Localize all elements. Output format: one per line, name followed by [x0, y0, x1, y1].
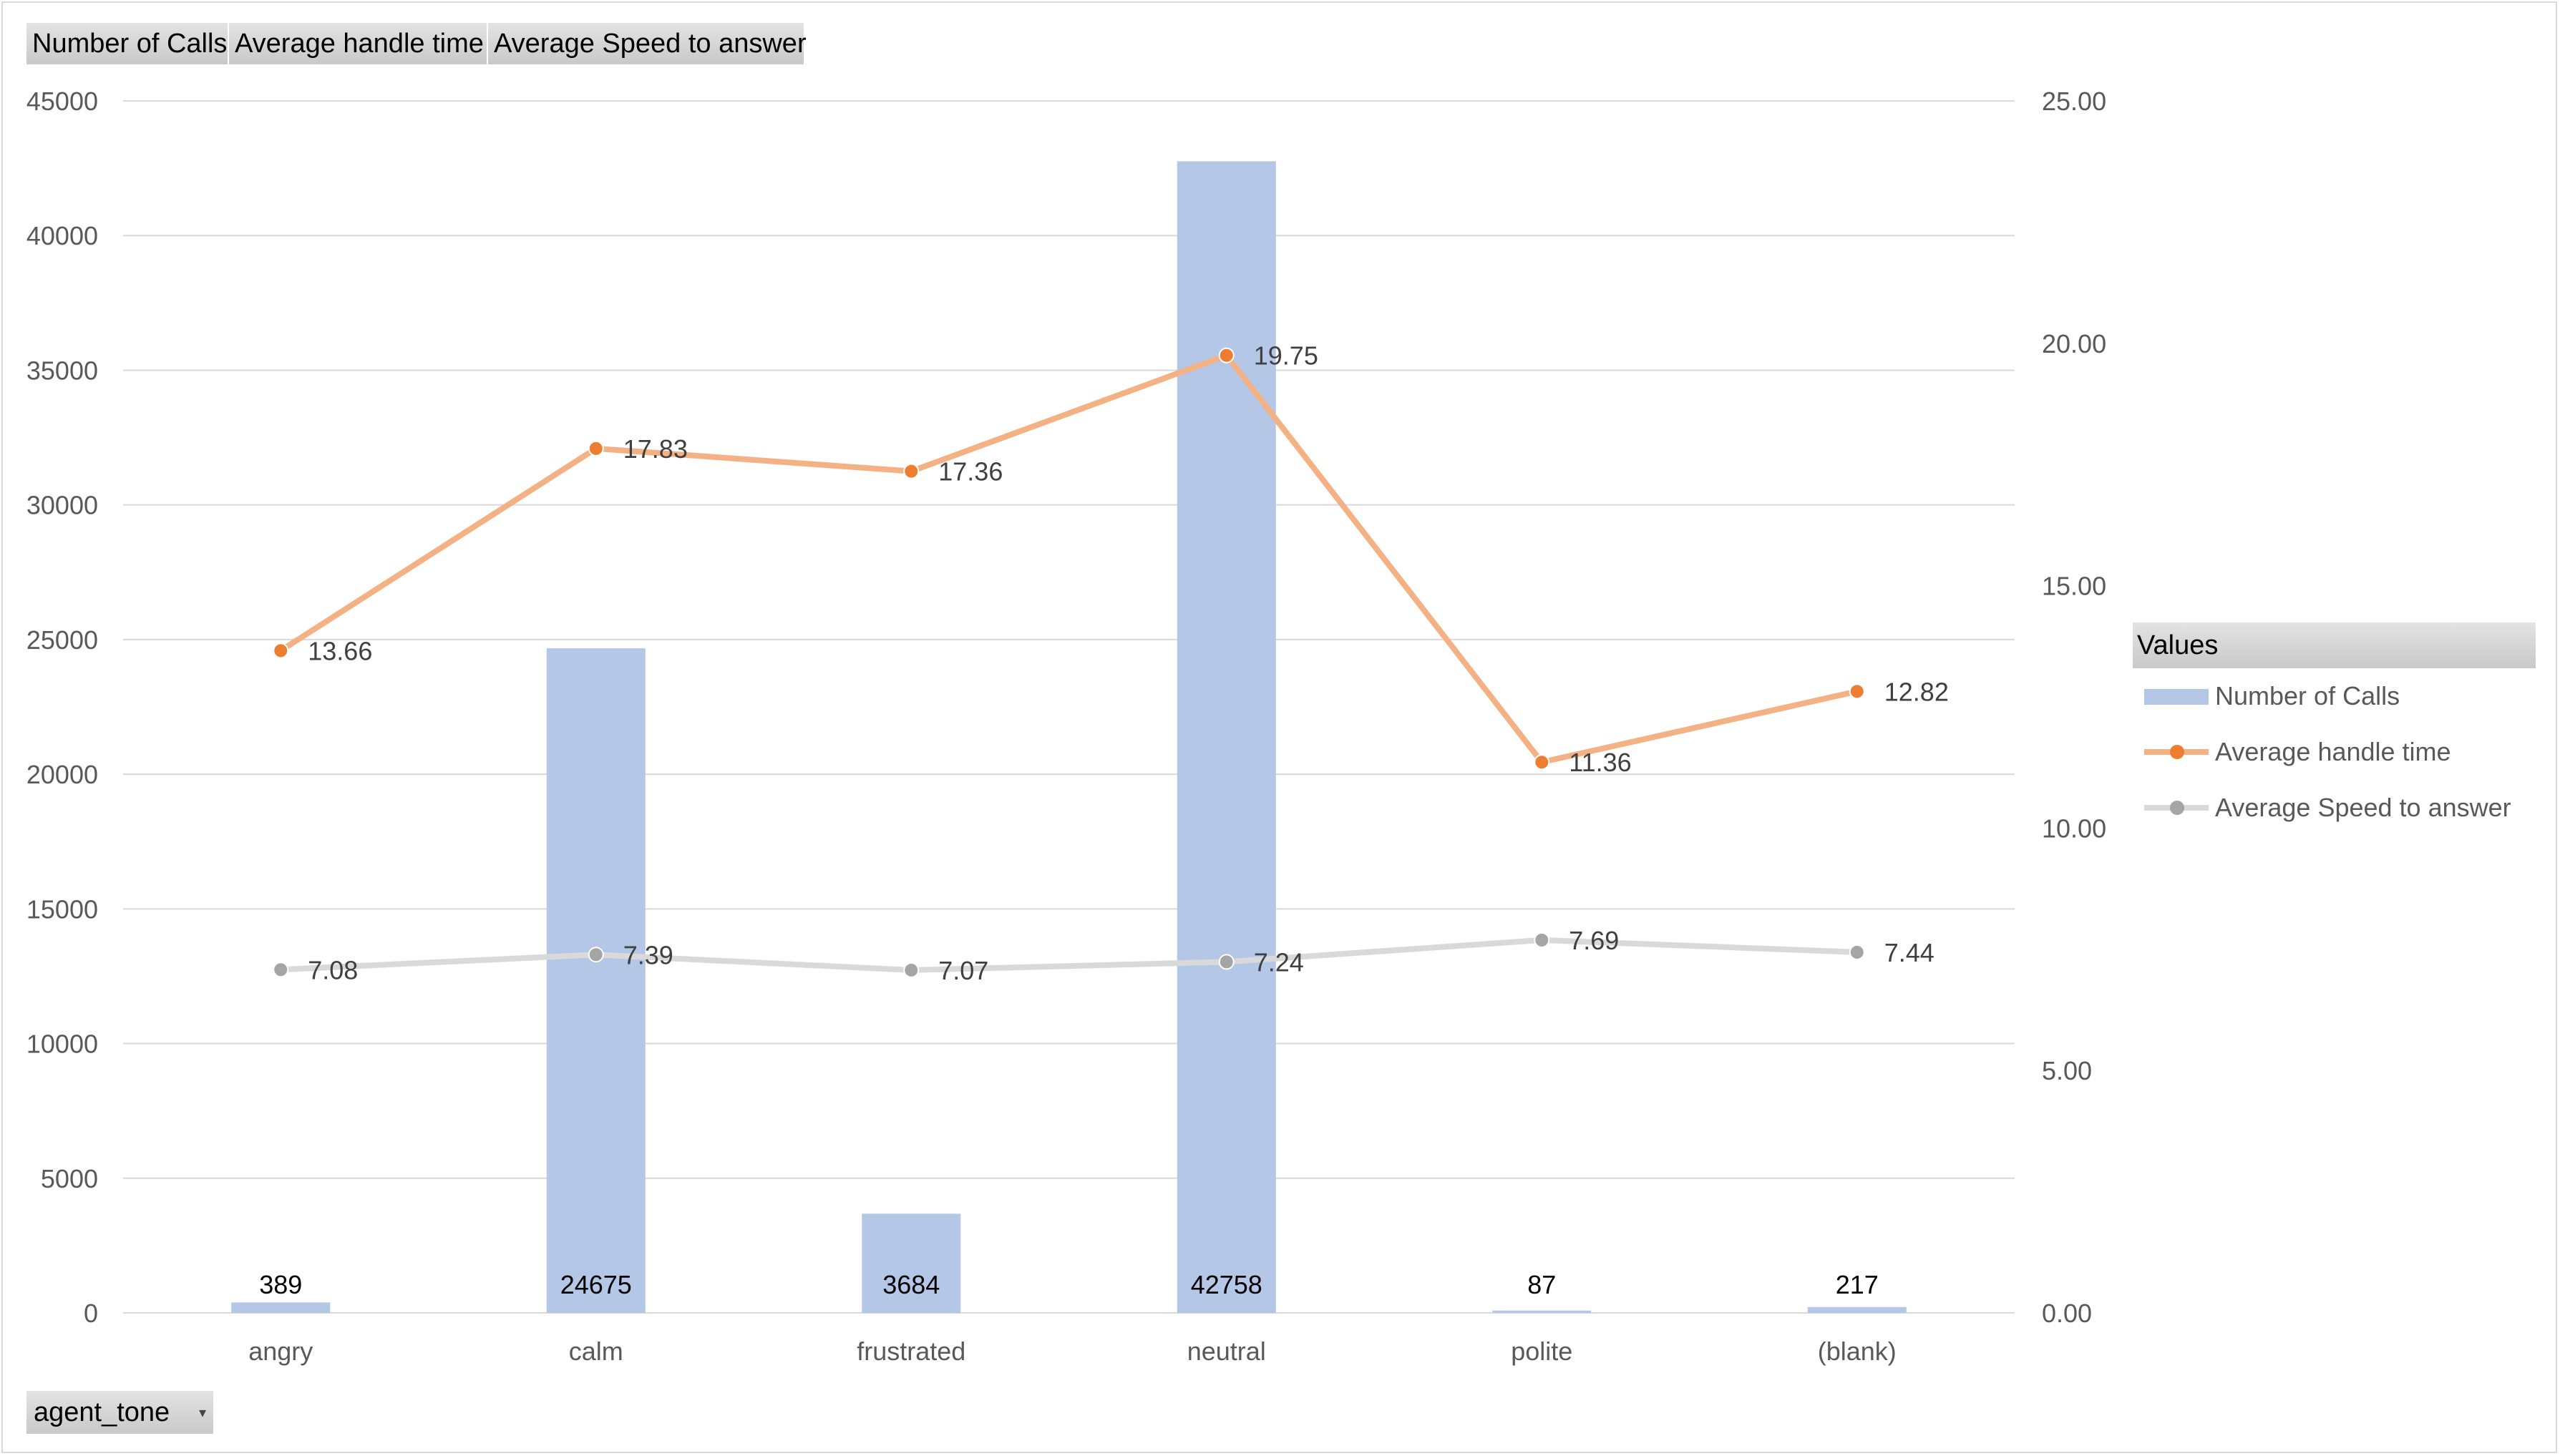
legend-item-number-of-calls[interactable]: Number of Calls	[2133, 668, 2536, 724]
series-line-speed-to-answer	[278, 937, 1860, 973]
bar	[546, 648, 646, 1313]
legend-key-line-orange	[2144, 738, 2212, 766]
x-tick-label: calm	[569, 1337, 623, 1366]
field-button-number-of-calls[interactable]: Number of Calls	[26, 23, 229, 64]
y-secondary-tick-label: 20.00	[2042, 329, 2106, 358]
legend-label: Average Speed to answer	[2215, 793, 2511, 822]
x-tick-label: (blank)	[1818, 1337, 1897, 1366]
axis-field-label: agent_tone	[34, 1397, 170, 1427]
y-primary-tick-label: 20000	[26, 760, 98, 789]
point-handle-time	[903, 463, 920, 479]
bar-data-label: 42758	[1191, 1270, 1262, 1299]
legend-item-average-handle-time[interactable]: Average handle time	[2133, 724, 2536, 780]
point-handle-time	[1218, 347, 1235, 363]
x-tick-label: angry	[248, 1337, 313, 1366]
data-label-handle-time: 11.36	[1569, 748, 1631, 777]
y-primary-tick-label: 15000	[26, 894, 98, 924]
data-label-handle-time: 19.75	[1254, 341, 1318, 371]
data-label-handle-time: 17.36	[938, 457, 1003, 487]
bar-data-label: 217	[1836, 1270, 1879, 1299]
point-handle-time	[273, 643, 289, 659]
legend-label: Number of Calls	[2215, 681, 2400, 710]
bar-data-label: 24675	[560, 1270, 632, 1299]
point-handle-time	[588, 440, 604, 456]
data-label-speed-to-answer: 7.24	[1254, 947, 1304, 977]
dropdown-arrow-icon[interactable]: ▾	[198, 1404, 206, 1421]
point-speed-to-answer	[903, 962, 920, 978]
series-line-handle-time	[278, 352, 1860, 766]
data-label-speed-to-answer: 7.08	[308, 955, 358, 984]
value-field-buttons: Number of Calls Average handle time Aver…	[26, 23, 807, 64]
point-handle-time	[1849, 683, 1865, 700]
data-label-handle-time: 13.66	[308, 636, 372, 665]
axis-field-button[interactable]: agent_tone ▾	[26, 1391, 213, 1434]
bar	[862, 1213, 961, 1313]
y-primary-tick-label: 25000	[26, 625, 98, 655]
point-speed-to-answer	[273, 962, 289, 978]
bar	[231, 1302, 331, 1313]
bar-data-label: 87	[1527, 1270, 1556, 1299]
y-secondary-tick-label: 25.00	[2042, 87, 2106, 116]
bar-data-label: 3684	[882, 1270, 940, 1299]
legend-label: Average handle time	[2215, 737, 2451, 766]
legend-item-average-speed-to-answer[interactable]: Average Speed to answer	[2133, 780, 2536, 836]
data-label-speed-to-answer: 7.39	[623, 940, 673, 969]
legend-title[interactable]: Values	[2133, 622, 2536, 668]
legend: Values Number of Calls Average handle ti…	[2133, 622, 2536, 836]
y-primary-tick-label: 45000	[26, 87, 98, 116]
y-primary-tick-label: 0	[84, 1299, 98, 1328]
bar-data-label: 389	[259, 1270, 302, 1299]
field-button-average-speed-to-answer[interactable]: Average Speed to answer	[488, 23, 807, 64]
y-secondary-tick-label: 10.00	[2042, 813, 2106, 843]
point-speed-to-answer	[588, 947, 604, 963]
point-handle-time	[1534, 754, 1550, 771]
bar	[1177, 161, 1276, 1314]
legend-key-line-gray	[2144, 793, 2212, 822]
bar	[1807, 1306, 1907, 1313]
data-label-speed-to-answer: 7.07	[938, 956, 988, 985]
y-primary-tick-label: 10000	[26, 1030, 98, 1059]
data-label-speed-to-answer: 7.69	[1569, 926, 1619, 955]
x-tick-label: frustrated	[857, 1337, 965, 1366]
legend-key-bar	[2144, 682, 2212, 710]
x-tick-label: polite	[1511, 1337, 1572, 1366]
y-secondary-tick-label: 15.00	[2042, 572, 2106, 601]
y-primary-tick-label: 35000	[26, 356, 98, 385]
data-label-speed-to-answer: 7.44	[1884, 938, 1934, 967]
point-speed-to-answer	[1849, 944, 1865, 960]
y-primary-tick-label: 5000	[41, 1164, 98, 1193]
y-secondary-tick-label: 5.00	[2042, 1056, 2092, 1085]
point-speed-to-answer	[1218, 954, 1235, 970]
x-tick-label: neutral	[1187, 1337, 1266, 1366]
y-primary-tick-label: 40000	[26, 221, 98, 250]
data-label-handle-time: 12.82	[1884, 677, 1949, 706]
bar	[1492, 1310, 1592, 1313]
point-speed-to-answer	[1534, 932, 1550, 948]
field-button-average-handle-time[interactable]: Average handle time	[229, 23, 488, 64]
y-primary-tick-label: 30000	[26, 491, 98, 520]
data-label-handle-time: 17.83	[623, 434, 688, 464]
y-secondary-tick-label: 0.00	[2042, 1299, 2092, 1328]
